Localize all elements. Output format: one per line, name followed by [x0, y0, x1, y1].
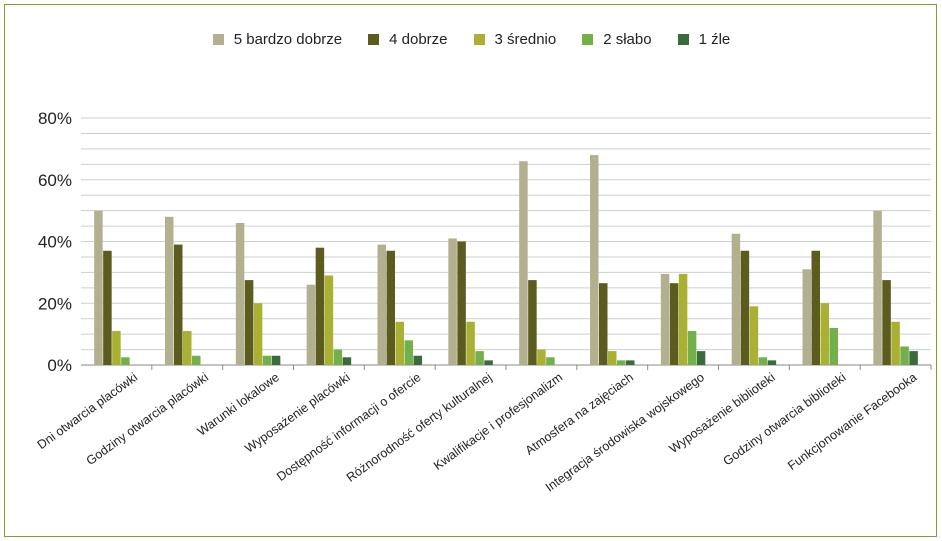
- bar: [235, 222, 245, 365]
- bar: [590, 155, 599, 365]
- legend-swatch: [582, 33, 594, 45]
- bar: [758, 357, 768, 365]
- bar: [608, 351, 617, 365]
- bar: [94, 210, 103, 365]
- legend-item: 4 dobrze: [368, 30, 448, 48]
- x-category-label: Godziny otwarcia placówki: [84, 370, 211, 468]
- legend-label: 4 dobrze: [389, 30, 448, 48]
- y-tick-label: 20%: [38, 294, 72, 313]
- bar: [767, 360, 777, 365]
- legend-item: 1 źle: [677, 30, 731, 48]
- x-category-label: Różnorodność oferty kulturalnej: [344, 370, 494, 485]
- bar: [315, 247, 325, 365]
- legend: 5 bardzo dobrze 4 dobrze 3 średnio 2 słabo 1…: [5, 29, 938, 49]
- bar: [599, 283, 608, 365]
- y-tick-label: 80%: [38, 109, 72, 128]
- legend-label: 1 źle: [698, 30, 731, 48]
- bar: [377, 244, 386, 365]
- legend-item: 2 słabo: [582, 30, 652, 48]
- bar: [386, 250, 395, 365]
- y-tick-label: 0%: [47, 356, 72, 375]
- legend-swatch: [212, 33, 224, 45]
- bar: [342, 357, 352, 365]
- legend-item: 5 bardzo dobrze: [212, 30, 343, 48]
- legend-label: 5 bardzo dobrze: [233, 30, 343, 48]
- bar: [112, 331, 121, 365]
- bar: [306, 284, 316, 365]
- bar: [244, 280, 254, 365]
- bar: [820, 303, 829, 365]
- bar: [121, 357, 130, 365]
- bar: [475, 351, 484, 365]
- bar: [271, 355, 281, 365]
- bar: [253, 303, 263, 365]
- bar: [262, 355, 272, 365]
- bar: [882, 280, 891, 365]
- x-category-label: Kwalifikacje i profesjonalizm: [431, 370, 565, 473]
- bar: [466, 321, 475, 365]
- x-category-label: Funkcjonowanie Facebooka: [785, 370, 919, 473]
- bar: [829, 327, 838, 365]
- bar: [528, 280, 537, 365]
- bar: [484, 360, 493, 365]
- bar: [519, 161, 528, 365]
- bar: [174, 244, 183, 365]
- legend-swatch: [677, 33, 689, 45]
- bar: [404, 340, 413, 365]
- bar: [740, 250, 750, 365]
- bar: [333, 349, 343, 365]
- y-tick-label: 60%: [38, 171, 72, 190]
- bar: [457, 241, 466, 365]
- bar: [669, 283, 679, 365]
- bar: [617, 360, 626, 365]
- bar: [192, 355, 201, 365]
- bar: [802, 269, 811, 365]
- bar: [749, 306, 759, 365]
- bar: [626, 360, 635, 365]
- bar: [413, 355, 422, 365]
- chart-frame: 5 bardzo dobrze 4 dobrze 3 średnio 2 słabo 1…: [4, 4, 937, 537]
- legend-swatch: [368, 33, 380, 45]
- legend-label: 2 słabo: [603, 30, 652, 48]
- bar: [900, 346, 909, 365]
- x-category-label: Godziny otwarcia biblioteki: [721, 370, 849, 468]
- bar: [165, 216, 174, 365]
- legend-swatch: [473, 33, 485, 45]
- bar: [811, 250, 820, 365]
- bar: [660, 273, 670, 365]
- y-tick-label: 40%: [38, 233, 72, 252]
- legend-label: 3 średnio: [494, 30, 557, 48]
- bar: [696, 351, 706, 365]
- bar: [731, 233, 741, 365]
- x-category-label: Dostępność informacji o ofercie: [274, 370, 423, 484]
- bar: [448, 238, 457, 365]
- bar: [891, 321, 900, 365]
- bar: [678, 273, 688, 365]
- legend-item: 3 średnio: [473, 30, 557, 48]
- bar: [546, 357, 555, 365]
- bar: [395, 321, 404, 365]
- bar: [687, 331, 697, 365]
- bar: [324, 275, 334, 365]
- bar: [183, 331, 192, 365]
- bar: [103, 250, 112, 365]
- bar: [873, 210, 882, 365]
- bar: [537, 349, 546, 365]
- bar: [909, 351, 918, 365]
